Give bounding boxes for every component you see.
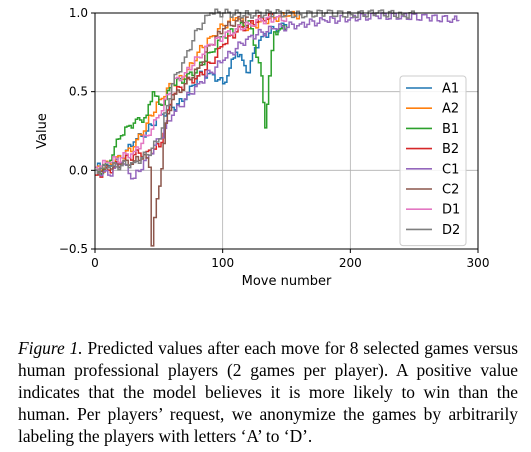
y-tick-label: 1.0 bbox=[69, 6, 88, 20]
x-axis-title: Move number bbox=[242, 274, 332, 289]
legend-label-a1: A1 bbox=[442, 82, 459, 97]
y-axis-title: Value bbox=[35, 113, 50, 149]
legend-label-b2: B2 bbox=[442, 142, 459, 157]
line-chart: 0 100 200 300 −0.5 0.0 0.5 1.0 Move number Value A… bbox=[35, 6, 490, 289]
y-tick-label: 0.5 bbox=[69, 85, 88, 99]
legend-label-b1: B1 bbox=[442, 122, 459, 137]
legend-label-c2: C2 bbox=[442, 183, 459, 198]
x-tick-label: 0 bbox=[91, 256, 99, 270]
y-tick-label: −0.5 bbox=[59, 242, 88, 256]
x-tick-label: 300 bbox=[467, 256, 490, 270]
plot-frame bbox=[94, 12, 479, 250]
series-line-d1 bbox=[95, 14, 288, 171]
legend-label-d2: D2 bbox=[442, 223, 460, 238]
figure-caption-text: Predicted values after each move for 8 s… bbox=[18, 338, 518, 447]
legend-label-d1: D1 bbox=[442, 203, 460, 218]
x-tick-label: 100 bbox=[211, 256, 234, 270]
x-tick-label: 200 bbox=[339, 256, 362, 270]
figure-label: Figure 1. bbox=[18, 338, 83, 359]
legend-label-c1: C1 bbox=[442, 162, 459, 177]
figure-caption: Figure 1. Predicted values after each mo… bbox=[18, 337, 518, 447]
legend-box bbox=[399, 75, 467, 247]
series-line-a1 bbox=[95, 22, 288, 171]
series-line-d2 bbox=[95, 8, 415, 175]
legend-label-a2: A2 bbox=[442, 102, 459, 117]
chart: 0 100 200 300 −0.5 0.0 0.5 1.0 Move number Value A… bbox=[35, 6, 490, 289]
series-line-b2 bbox=[95, 12, 275, 178]
series-line-c1 bbox=[95, 12, 460, 180]
y-tick-label: 0.0 bbox=[69, 163, 88, 177]
series-line-c2 bbox=[95, 15, 249, 247]
